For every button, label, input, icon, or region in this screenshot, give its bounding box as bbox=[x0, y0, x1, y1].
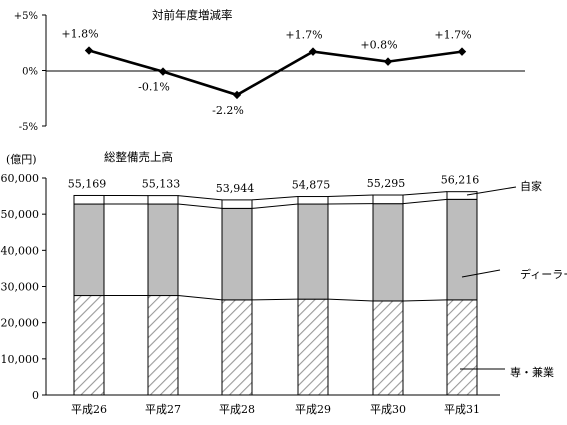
bar-total-label: 55,295 bbox=[367, 177, 406, 190]
growth-data-label: +0.8% bbox=[360, 39, 397, 52]
bar-segment-sen-kengyo bbox=[147, 295, 179, 396]
growth-chart-title: 対前年度増減率 bbox=[152, 8, 233, 22]
bar-segment-sen-kengyo bbox=[73, 295, 105, 396]
x-category-label: 平成29 bbox=[295, 403, 331, 416]
growth-data-label: +1.7% bbox=[285, 29, 322, 42]
bar-segment-sen-kengyo bbox=[372, 300, 404, 396]
bar-segment-jika bbox=[221, 199, 253, 209]
growth-point bbox=[457, 47, 467, 56]
legend-label-0: 専・兼業 bbox=[510, 366, 554, 379]
bar-segment-sen-kengyo bbox=[297, 298, 329, 396]
sales-y-tick-label: 60,000 bbox=[1, 172, 40, 185]
x-category-label: 平成30 bbox=[370, 403, 406, 416]
bar-segment-dealer bbox=[221, 207, 253, 301]
bar-total-label: 54,875 bbox=[292, 179, 331, 192]
series-connector-line bbox=[402, 198, 448, 205]
series-connector-line bbox=[177, 195, 223, 201]
bar-segment-jika bbox=[372, 194, 404, 205]
sales-y-tick-label: 50,000 bbox=[1, 208, 40, 221]
sales-connectors bbox=[103, 191, 448, 302]
legend-label-2: 自家 bbox=[520, 179, 542, 193]
bar-segment-dealer bbox=[73, 203, 105, 297]
growth-data-label: +1.8% bbox=[61, 28, 98, 41]
bar-segment-sen-kengyo bbox=[446, 299, 478, 396]
x-category-label: 平成27 bbox=[145, 403, 181, 416]
growth-point bbox=[84, 46, 94, 55]
x-category-label: 平成28 bbox=[219, 403, 255, 416]
bar-total-label: 55,169 bbox=[68, 177, 107, 190]
bar-segment-jika bbox=[147, 195, 179, 205]
sales-y-tick-label: 40,000 bbox=[1, 244, 40, 257]
bar-segment-jika bbox=[297, 196, 329, 205]
sales-y-tick-label: 20,000 bbox=[1, 317, 40, 330]
series-connector-line bbox=[177, 203, 223, 209]
series-connector-line bbox=[251, 196, 299, 201]
sales-y-unit: (億円) bbox=[6, 153, 37, 166]
bar-segment-dealer bbox=[446, 198, 478, 301]
series-connector-line bbox=[402, 191, 448, 196]
x-category-label: 平成26 bbox=[71, 403, 107, 416]
x-category-label: 平成31 bbox=[444, 403, 480, 416]
bar-segment-dealer bbox=[147, 203, 179, 297]
sales-x-labels: 平成26 平成27 平成28 平成29 平成30 平成31 bbox=[71, 403, 480, 416]
growth-line bbox=[88, 49, 463, 97]
bar-segment-dealer bbox=[297, 203, 329, 300]
sales-legend: 自家ディーラー専・兼業 bbox=[460, 179, 567, 379]
growth-data-label: +1.7% bbox=[434, 29, 471, 42]
growth-point bbox=[383, 57, 393, 66]
sales-bar-chart: 総整備売上高 (億円) 0 10,000 20,000 30,000 40,000 50,… bbox=[1, 150, 567, 416]
series-connector-line bbox=[177, 295, 223, 301]
sales-total-labels: 55,169 55,133 53,944 54,875 55,295 56,216 bbox=[68, 174, 480, 195]
growth-y-tick-label: +5% bbox=[14, 11, 38, 22]
growth-y-tick-label: -5% bbox=[19, 122, 38, 133]
growth-point bbox=[308, 47, 318, 56]
growth-y-tick-label: 0% bbox=[22, 67, 38, 78]
growth-point bbox=[158, 67, 168, 76]
series-connector-line bbox=[251, 203, 299, 209]
legend-label-1: ディーラー bbox=[520, 267, 567, 281]
bar-total-label: 55,133 bbox=[142, 178, 181, 191]
bar-total-label: 53,944 bbox=[216, 182, 255, 195]
sales-y-tick-label: 30,000 bbox=[1, 281, 40, 294]
series-connector-line bbox=[402, 299, 448, 302]
sales-bars bbox=[73, 191, 478, 396]
legend-callout-line bbox=[466, 186, 517, 196]
series-connector-line bbox=[327, 298, 374, 302]
sales-chart-title: 総整備売上高 bbox=[104, 150, 173, 164]
legend-callout-line bbox=[461, 269, 501, 278]
growth-point bbox=[232, 90, 242, 100]
sales-y-tick-label: 0 bbox=[32, 389, 39, 402]
growth-series: +1.8% -0.1% -2.2% +1.7% +0.8% +1.7% bbox=[61, 28, 471, 117]
series-connector-line bbox=[251, 298, 299, 301]
bar-total-label: 56,216 bbox=[441, 174, 480, 187]
sales-y-tick-label: 10,000 bbox=[1, 353, 40, 366]
bar-segment-sen-kengyo bbox=[221, 299, 253, 396]
growth-data-label: -0.1% bbox=[138, 81, 170, 94]
bar-segment-jika bbox=[73, 194, 105, 205]
growth-y-ticks: +5% 0% -5% bbox=[14, 11, 46, 133]
bar-segment-dealer bbox=[372, 203, 404, 302]
growth-line-chart: 対前年度増減率 +5% 0% -5% +1.8% -0.1% -2.2% +1.7% +0.… bbox=[14, 8, 525, 133]
bar-segment-jika bbox=[446, 191, 478, 200]
sales-axes: 0 10,000 20,000 30,000 40,000 50,000 60,000 bbox=[1, 172, 500, 402]
growth-data-label: -2.2% bbox=[212, 104, 244, 117]
series-connector-line bbox=[327, 194, 374, 198]
